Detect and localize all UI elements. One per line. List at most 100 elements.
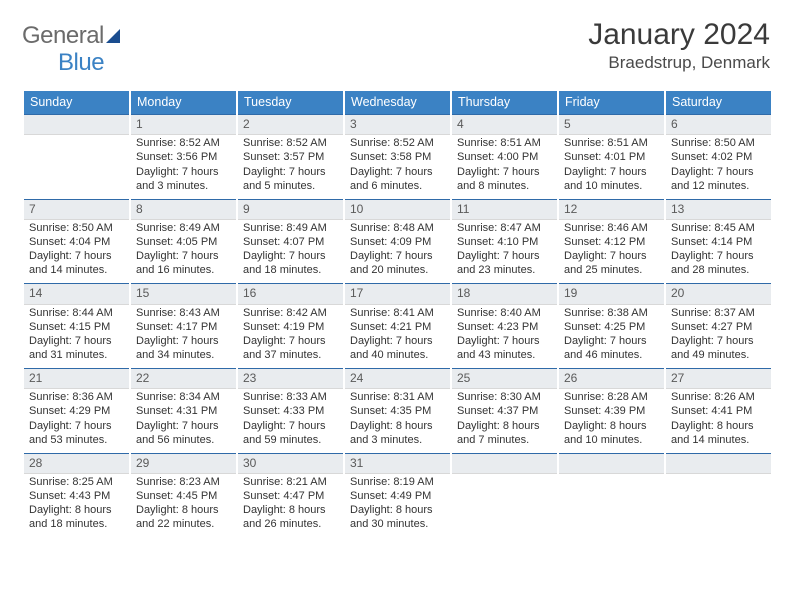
- day-cell: 21Sunrise: 8:36 AMSunset: 4:29 PMDayligh…: [24, 368, 129, 453]
- daylight-text: Daylight: 7 hours and 49 minutes.: [671, 334, 766, 362]
- daylight-text: Daylight: 7 hours and 40 minutes.: [350, 334, 445, 362]
- daylight-text: Daylight: 7 hours and 46 minutes.: [564, 334, 659, 362]
- sunrise-text: Sunrise: 8:28 AM: [564, 390, 659, 404]
- sunset-text: Sunset: 4:31 PM: [136, 404, 231, 418]
- day-info: Sunrise: 8:52 AMSunset: 3:58 PMDaylight:…: [345, 135, 450, 198]
- sunrise-text: Sunrise: 8:43 AM: [136, 306, 231, 320]
- sunset-text: Sunset: 4:02 PM: [671, 150, 766, 164]
- sunrise-text: Sunrise: 8:19 AM: [350, 475, 445, 489]
- week-row: 21Sunrise: 8:36 AMSunset: 4:29 PMDayligh…: [24, 368, 771, 453]
- daylight-text: Daylight: 8 hours and 30 minutes.: [350, 503, 445, 531]
- day-info: Sunrise: 8:28 AMSunset: 4:39 PMDaylight:…: [559, 389, 664, 452]
- daylight-text: Daylight: 8 hours and 10 minutes.: [564, 419, 659, 447]
- day-number: 20: [666, 283, 771, 304]
- sunrise-text: Sunrise: 8:21 AM: [243, 475, 338, 489]
- daylight-text: Daylight: 7 hours and 3 minutes.: [136, 165, 231, 193]
- day-number: 13: [666, 199, 771, 220]
- day-cell: 7Sunrise: 8:50 AMSunset: 4:04 PMDaylight…: [24, 199, 129, 284]
- logo-triangle-icon: [106, 29, 120, 43]
- week-row: 14Sunrise: 8:44 AMSunset: 4:15 PMDayligh…: [24, 283, 771, 368]
- daylight-text: Daylight: 7 hours and 8 minutes.: [457, 165, 552, 193]
- sunset-text: Sunset: 4:37 PM: [457, 404, 552, 418]
- day-info: Sunrise: 8:42 AMSunset: 4:19 PMDaylight:…: [238, 305, 343, 368]
- day-number: 6: [666, 114, 771, 135]
- sunset-text: Sunset: 4:21 PM: [350, 320, 445, 334]
- daylight-text: Daylight: 7 hours and 59 minutes.: [243, 419, 338, 447]
- logo: General: [22, 22, 120, 50]
- day-number: 10: [345, 199, 450, 220]
- day-number: 16: [238, 283, 343, 304]
- day-cell: 11Sunrise: 8:47 AMSunset: 4:10 PMDayligh…: [452, 199, 557, 284]
- daylight-text: Daylight: 8 hours and 18 minutes.: [29, 503, 124, 531]
- sunset-text: Sunset: 3:58 PM: [350, 150, 445, 164]
- sunset-text: Sunset: 4:10 PM: [457, 235, 552, 249]
- day-info: Sunrise: 8:30 AMSunset: 4:37 PMDaylight:…: [452, 389, 557, 452]
- day-info: Sunrise: 8:51 AMSunset: 4:01 PMDaylight:…: [559, 135, 664, 198]
- day-info: Sunrise: 8:26 AMSunset: 4:41 PMDaylight:…: [666, 389, 771, 452]
- daylight-text: Daylight: 7 hours and 34 minutes.: [136, 334, 231, 362]
- daylight-text: Daylight: 7 hours and 5 minutes.: [243, 165, 338, 193]
- sunset-text: Sunset: 3:57 PM: [243, 150, 338, 164]
- day-number: 15: [131, 283, 236, 304]
- sunrise-text: Sunrise: 8:26 AM: [671, 390, 766, 404]
- sunset-text: Sunset: 4:49 PM: [350, 489, 445, 503]
- dayheader-wed: Wednesday: [345, 91, 450, 114]
- day-info: Sunrise: 8:21 AMSunset: 4:47 PMDaylight:…: [238, 474, 343, 537]
- day-info: Sunrise: 8:25 AMSunset: 4:43 PMDaylight:…: [24, 474, 129, 537]
- day-cell: 20Sunrise: 8:37 AMSunset: 4:27 PMDayligh…: [666, 283, 771, 368]
- sunset-text: Sunset: 4:19 PM: [243, 320, 338, 334]
- day-cell: [666, 453, 771, 538]
- sunrise-text: Sunrise: 8:45 AM: [671, 221, 766, 235]
- day-number: 31: [345, 453, 450, 474]
- day-number: 27: [666, 368, 771, 389]
- sunset-text: Sunset: 4:47 PM: [243, 489, 338, 503]
- day-number: 18: [452, 283, 557, 304]
- sunrise-text: Sunrise: 8:30 AM: [457, 390, 552, 404]
- dayheader-sat: Saturday: [666, 91, 771, 114]
- day-number: 22: [131, 368, 236, 389]
- sunset-text: Sunset: 3:56 PM: [136, 150, 231, 164]
- day-info: Sunrise: 8:31 AMSunset: 4:35 PMDaylight:…: [345, 389, 450, 452]
- sunrise-text: Sunrise: 8:51 AM: [564, 136, 659, 150]
- sunrise-text: Sunrise: 8:38 AM: [564, 306, 659, 320]
- daylight-text: Daylight: 7 hours and 14 minutes.: [29, 249, 124, 277]
- day-number: 21: [24, 368, 129, 389]
- calendar-table: Sunday Monday Tuesday Wednesday Thursday…: [22, 91, 773, 537]
- sunrise-text: Sunrise: 8:33 AM: [243, 390, 338, 404]
- day-number: 2: [238, 114, 343, 135]
- day-cell: 31Sunrise: 8:19 AMSunset: 4:49 PMDayligh…: [345, 453, 450, 538]
- sunrise-text: Sunrise: 8:50 AM: [671, 136, 766, 150]
- day-number: 23: [238, 368, 343, 389]
- daylight-text: Daylight: 7 hours and 37 minutes.: [243, 334, 338, 362]
- sunset-text: Sunset: 4:09 PM: [350, 235, 445, 249]
- day-info: Sunrise: 8:37 AMSunset: 4:27 PMDaylight:…: [666, 305, 771, 368]
- day-info: Sunrise: 8:38 AMSunset: 4:25 PMDaylight:…: [559, 305, 664, 368]
- day-info: Sunrise: 8:36 AMSunset: 4:29 PMDaylight:…: [24, 389, 129, 452]
- day-cell: 5Sunrise: 8:51 AMSunset: 4:01 PMDaylight…: [559, 114, 664, 199]
- daylight-text: Daylight: 7 hours and 23 minutes.: [457, 249, 552, 277]
- sunset-text: Sunset: 4:15 PM: [29, 320, 124, 334]
- day-number: 3: [345, 114, 450, 135]
- day-cell: 17Sunrise: 8:41 AMSunset: 4:21 PMDayligh…: [345, 283, 450, 368]
- sunset-text: Sunset: 4:14 PM: [671, 235, 766, 249]
- day-number: 25: [452, 368, 557, 389]
- daylight-text: Daylight: 8 hours and 7 minutes.: [457, 419, 552, 447]
- day-number: 9: [238, 199, 343, 220]
- sunset-text: Sunset: 4:05 PM: [136, 235, 231, 249]
- day-info: Sunrise: 8:51 AMSunset: 4:00 PMDaylight:…: [452, 135, 557, 198]
- day-cell: 2Sunrise: 8:52 AMSunset: 3:57 PMDaylight…: [238, 114, 343, 199]
- day-cell: 1Sunrise: 8:52 AMSunset: 3:56 PMDaylight…: [131, 114, 236, 199]
- day-info: Sunrise: 8:50 AMSunset: 4:02 PMDaylight:…: [666, 135, 771, 198]
- day-number: 26: [559, 368, 664, 389]
- day-number: 29: [131, 453, 236, 474]
- day-number: [559, 453, 664, 474]
- day-info: Sunrise: 8:50 AMSunset: 4:04 PMDaylight:…: [24, 220, 129, 283]
- day-cell: 13Sunrise: 8:45 AMSunset: 4:14 PMDayligh…: [666, 199, 771, 284]
- daylight-text: Daylight: 8 hours and 22 minutes.: [136, 503, 231, 531]
- day-info: Sunrise: 8:47 AMSunset: 4:10 PMDaylight:…: [452, 220, 557, 283]
- dayheader-mon: Monday: [131, 91, 236, 114]
- day-info: Sunrise: 8:40 AMSunset: 4:23 PMDaylight:…: [452, 305, 557, 368]
- sunset-text: Sunset: 4:00 PM: [457, 150, 552, 164]
- day-number: 1: [131, 114, 236, 135]
- sunrise-text: Sunrise: 8:34 AM: [136, 390, 231, 404]
